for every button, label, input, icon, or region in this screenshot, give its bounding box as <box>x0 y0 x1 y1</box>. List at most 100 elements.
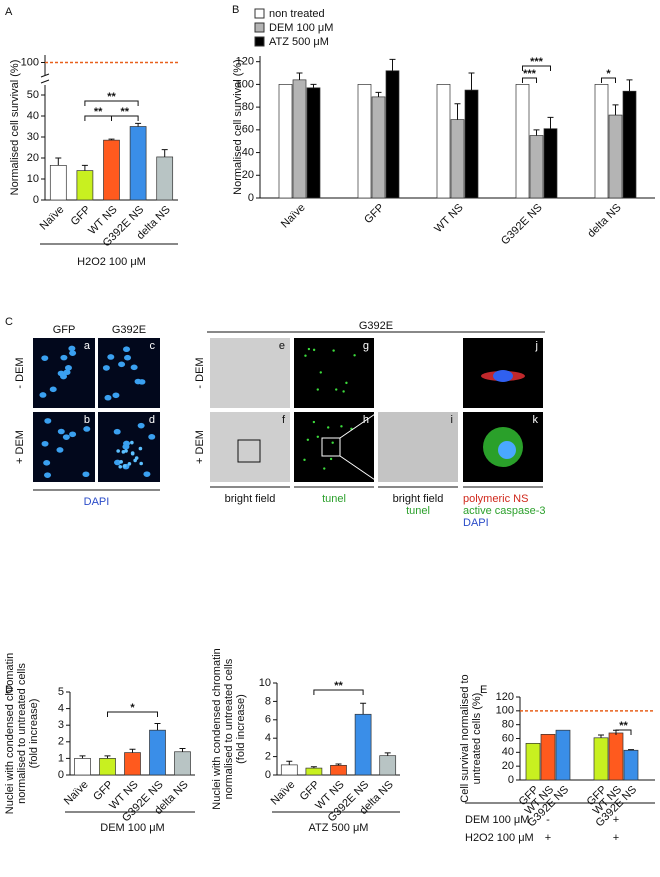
y-tick-label: 40 <box>502 746 514 758</box>
y-tick-label: 1 <box>58 752 64 764</box>
nucleus <box>41 355 49 361</box>
y-tick-label: 0 <box>58 769 64 781</box>
significance-bracket <box>601 77 616 83</box>
micrograph <box>210 412 290 482</box>
x-tick-label: Naïve <box>38 204 67 233</box>
fragment <box>139 461 143 466</box>
nucleus <box>63 369 71 376</box>
tunel-spot <box>342 390 345 393</box>
y-tick-label: 100 <box>496 705 514 717</box>
x-tick-label: Naïve <box>269 779 298 808</box>
zoom-box <box>237 439 261 463</box>
caption: polymeric NS <box>463 493 528 505</box>
nucleus <box>56 447 64 453</box>
bar <box>278 84 293 199</box>
caption: bright field <box>225 493 276 505</box>
error-bar <box>310 766 317 769</box>
nucleus <box>57 428 65 435</box>
y-axis-label: normalised to untreated cells <box>223 658 235 799</box>
bar <box>594 84 609 199</box>
bar <box>622 90 637 199</box>
error-bar <box>129 748 136 753</box>
significance-bracket <box>313 689 364 695</box>
bar <box>385 70 400 199</box>
bar <box>450 119 465 199</box>
tunel-spot <box>327 426 330 429</box>
bar <box>174 751 191 776</box>
legend-swatch <box>254 8 265 19</box>
bar <box>464 89 479 199</box>
bar <box>149 729 166 776</box>
panel-letter: C <box>5 316 13 328</box>
tunel-spot <box>312 348 316 352</box>
error-bar <box>55 157 62 166</box>
micrograph <box>210 338 290 408</box>
condition-mark: + <box>545 832 551 844</box>
nucleus <box>130 364 138 371</box>
x-tick-label: Naïve <box>62 779 91 808</box>
significance-bracket <box>615 729 632 735</box>
bar <box>49 165 67 201</box>
y-axis-label: Normalised cell survival (%) <box>232 59 244 195</box>
error-bar <box>310 83 317 88</box>
image-letter: f <box>282 414 286 426</box>
column-title: G392E <box>359 320 393 332</box>
y-tick-label: 3 <box>58 719 64 731</box>
bar <box>306 87 321 199</box>
image-letter: d <box>149 414 155 426</box>
nucleus <box>112 392 120 399</box>
bar <box>280 764 298 776</box>
image-letter: b <box>84 414 90 426</box>
error-bar <box>104 755 111 759</box>
y-tick-label: 80 <box>242 101 254 113</box>
y-tick-label: 6 <box>265 714 271 726</box>
bar <box>371 96 386 199</box>
y-tick-label: 2 <box>265 751 271 763</box>
y-axis-label: Nuclei with condensed chromatin <box>4 653 16 814</box>
axis-break <box>40 73 50 84</box>
tunel-spot <box>316 435 320 439</box>
legend-label: DEM 100 μM <box>269 22 333 34</box>
error-bar <box>389 58 396 71</box>
y-tick-label: 40 <box>27 110 39 122</box>
tunel-spot <box>307 347 311 351</box>
y-tick-label: 80 <box>502 719 514 731</box>
cell-blue <box>498 441 516 459</box>
bar <box>543 128 558 199</box>
fragment <box>130 451 135 456</box>
axis-break-gap <box>40 75 50 85</box>
nucleus <box>64 365 72 371</box>
fragment <box>127 462 132 466</box>
y-tick-label: 60 <box>502 732 514 744</box>
bar <box>292 79 307 199</box>
image-letter: k <box>533 414 539 426</box>
nucleus <box>39 392 47 398</box>
micrograph <box>33 412 95 482</box>
image-letter: a <box>84 340 91 352</box>
y-tick-label: 2 <box>58 736 64 748</box>
bar <box>608 114 623 199</box>
legend-label: ATZ 500 μM <box>269 36 329 48</box>
fragment <box>116 449 120 453</box>
error-bar <box>468 72 475 91</box>
bar <box>379 755 397 776</box>
condition-mark: + <box>613 814 619 826</box>
fragment <box>138 446 143 451</box>
error-bar <box>626 79 633 92</box>
y-tick-label: 100 <box>21 56 39 68</box>
fragment <box>118 464 123 469</box>
panel-letter: D <box>5 684 13 696</box>
bar <box>354 713 372 776</box>
tunel-spot <box>306 438 310 441</box>
y-axis-label: (fold increase) <box>28 699 40 769</box>
error-bar <box>296 72 303 80</box>
nucleus <box>148 434 156 440</box>
bar <box>99 758 116 776</box>
condition-label: H2O2 100 μM <box>465 832 534 844</box>
y-tick-label: 50 <box>27 89 39 101</box>
significance-label: *** <box>523 68 537 80</box>
nucleus <box>104 394 112 401</box>
y-axis-label: normalised to untreated cells <box>16 663 28 804</box>
tunel-spot <box>332 349 335 352</box>
caption: DAPI <box>463 517 489 529</box>
